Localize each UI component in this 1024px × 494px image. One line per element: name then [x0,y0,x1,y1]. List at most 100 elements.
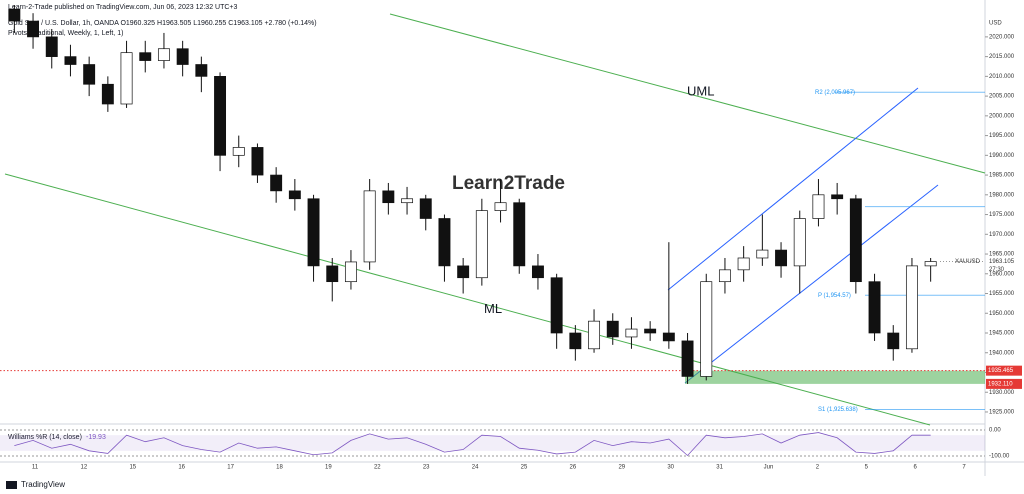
x-tick-label: 16 [178,465,185,471]
candle-body [157,48,170,61]
candle-body [606,320,619,338]
candle-body [775,249,788,267]
footer-text: TradingView [21,480,65,489]
y-tick-label: 2020.000 [989,34,1015,40]
last-symbol: XAUUSD [955,259,981,265]
pivot-label: S1 (1,925.638) [818,407,858,413]
price-tag [986,365,1022,376]
candle-body [270,174,283,192]
x-tick-label: 15 [129,465,136,471]
x-tick-label: 11 [32,465,39,471]
candle-body [662,332,675,342]
candle-body [887,332,900,350]
y-tick-label: 1940.000 [989,350,1015,356]
candle-body [101,83,114,105]
candle-body [625,328,638,338]
y-tick-label: 1970.000 [989,232,1015,238]
footer-logo [6,481,17,489]
candle-body [139,52,152,61]
y-tick-label: 1945.000 [989,331,1015,337]
oscillator-line [14,432,931,457]
candle-body [513,202,526,267]
oscillator-tick-label: 0.00 [989,428,1001,434]
candle-body [195,64,208,77]
x-tick-label: 22 [374,465,381,471]
price-tag [986,378,1022,389]
candle-body [419,198,432,219]
y-tick-label: 1980.000 [989,192,1015,198]
x-tick-label: 29 [618,465,625,471]
support-zone [685,370,985,384]
countdown: 27:30 [989,267,1005,273]
y-tick-label: 1985.000 [989,173,1015,179]
candle-body [344,261,357,283]
y-tick-label: 1925.000 [989,410,1015,416]
candle-body [718,269,731,283]
candle-body [550,277,563,334]
price-tag-label: 1932.110 [988,381,1013,387]
publisher-header: Learn-2-Trade published on TradingView.c… [8,4,238,11]
y-tick-label: 1975.000 [989,212,1015,218]
candle-body [793,218,806,267]
footer-bar [0,476,1024,494]
candle-body [812,194,825,219]
x-tick-label: 19 [325,465,332,471]
candle-body [363,190,376,263]
candle-body [8,8,21,22]
candle-body [382,190,395,204]
pivot-label: P (1,954.57) [818,293,851,299]
x-tick-label: 23 [423,465,430,471]
price-tag-label: 1935.465 [988,368,1014,374]
y-tick-label: 1960.000 [989,271,1015,277]
y-tick-label: 1930.000 [989,390,1015,396]
x-tick-label: 24 [472,465,479,471]
candle-body [756,249,769,259]
candle-body [849,198,862,283]
candle-body [251,147,264,176]
x-tick-label: 31 [716,465,723,471]
candle-body [737,257,750,271]
x-tick-label: 6 [914,465,918,471]
candle-body [831,194,844,200]
x-tick-label: 26 [570,465,577,471]
x-tick-label: 25 [521,465,528,471]
candle-body [438,218,451,267]
watermark: Learn2Trade [452,173,565,194]
uml-line [389,13,986,174]
x-tick-label: Jun [764,465,774,471]
candle-body [27,20,40,38]
y-tick-label: 2000.000 [989,113,1015,119]
candle-body [681,340,694,377]
candle-body [924,261,937,267]
candle-body [531,265,544,279]
candle-body [494,202,507,211]
candle-body [288,190,301,200]
pivot-label: R2 (2,005.967) [815,90,855,96]
oscillator-title: Williams %R (14, close) [8,434,82,441]
y-tick-label: 2010.000 [989,74,1015,80]
oscillator-tick-label: -100.00 [989,454,1010,460]
x-tick-label: 17 [227,465,234,471]
x-tick-label: 5 [865,465,869,471]
x-tick-label: 12 [81,465,88,471]
y-tick-label: 1955.000 [989,291,1015,297]
oscillator-value: -19.93 [86,434,106,441]
candle-body [326,265,339,283]
candle-body [401,198,414,204]
x-tick-label: 30 [667,465,674,471]
y-tick-label: 1990.000 [989,153,1015,159]
candle-body [868,281,881,334]
candle-body [214,76,227,156]
candle-body [83,64,96,85]
candle-body [569,332,582,350]
channel-upper [667,87,919,291]
candle-body [45,36,58,57]
currency: USD [989,21,1002,27]
oscillator-band [0,435,985,451]
y-tick-label: 1965.000 [989,252,1015,258]
candle-body [120,52,133,105]
candle-body [176,48,189,65]
candle-body [588,320,601,350]
candle-body [700,281,713,377]
